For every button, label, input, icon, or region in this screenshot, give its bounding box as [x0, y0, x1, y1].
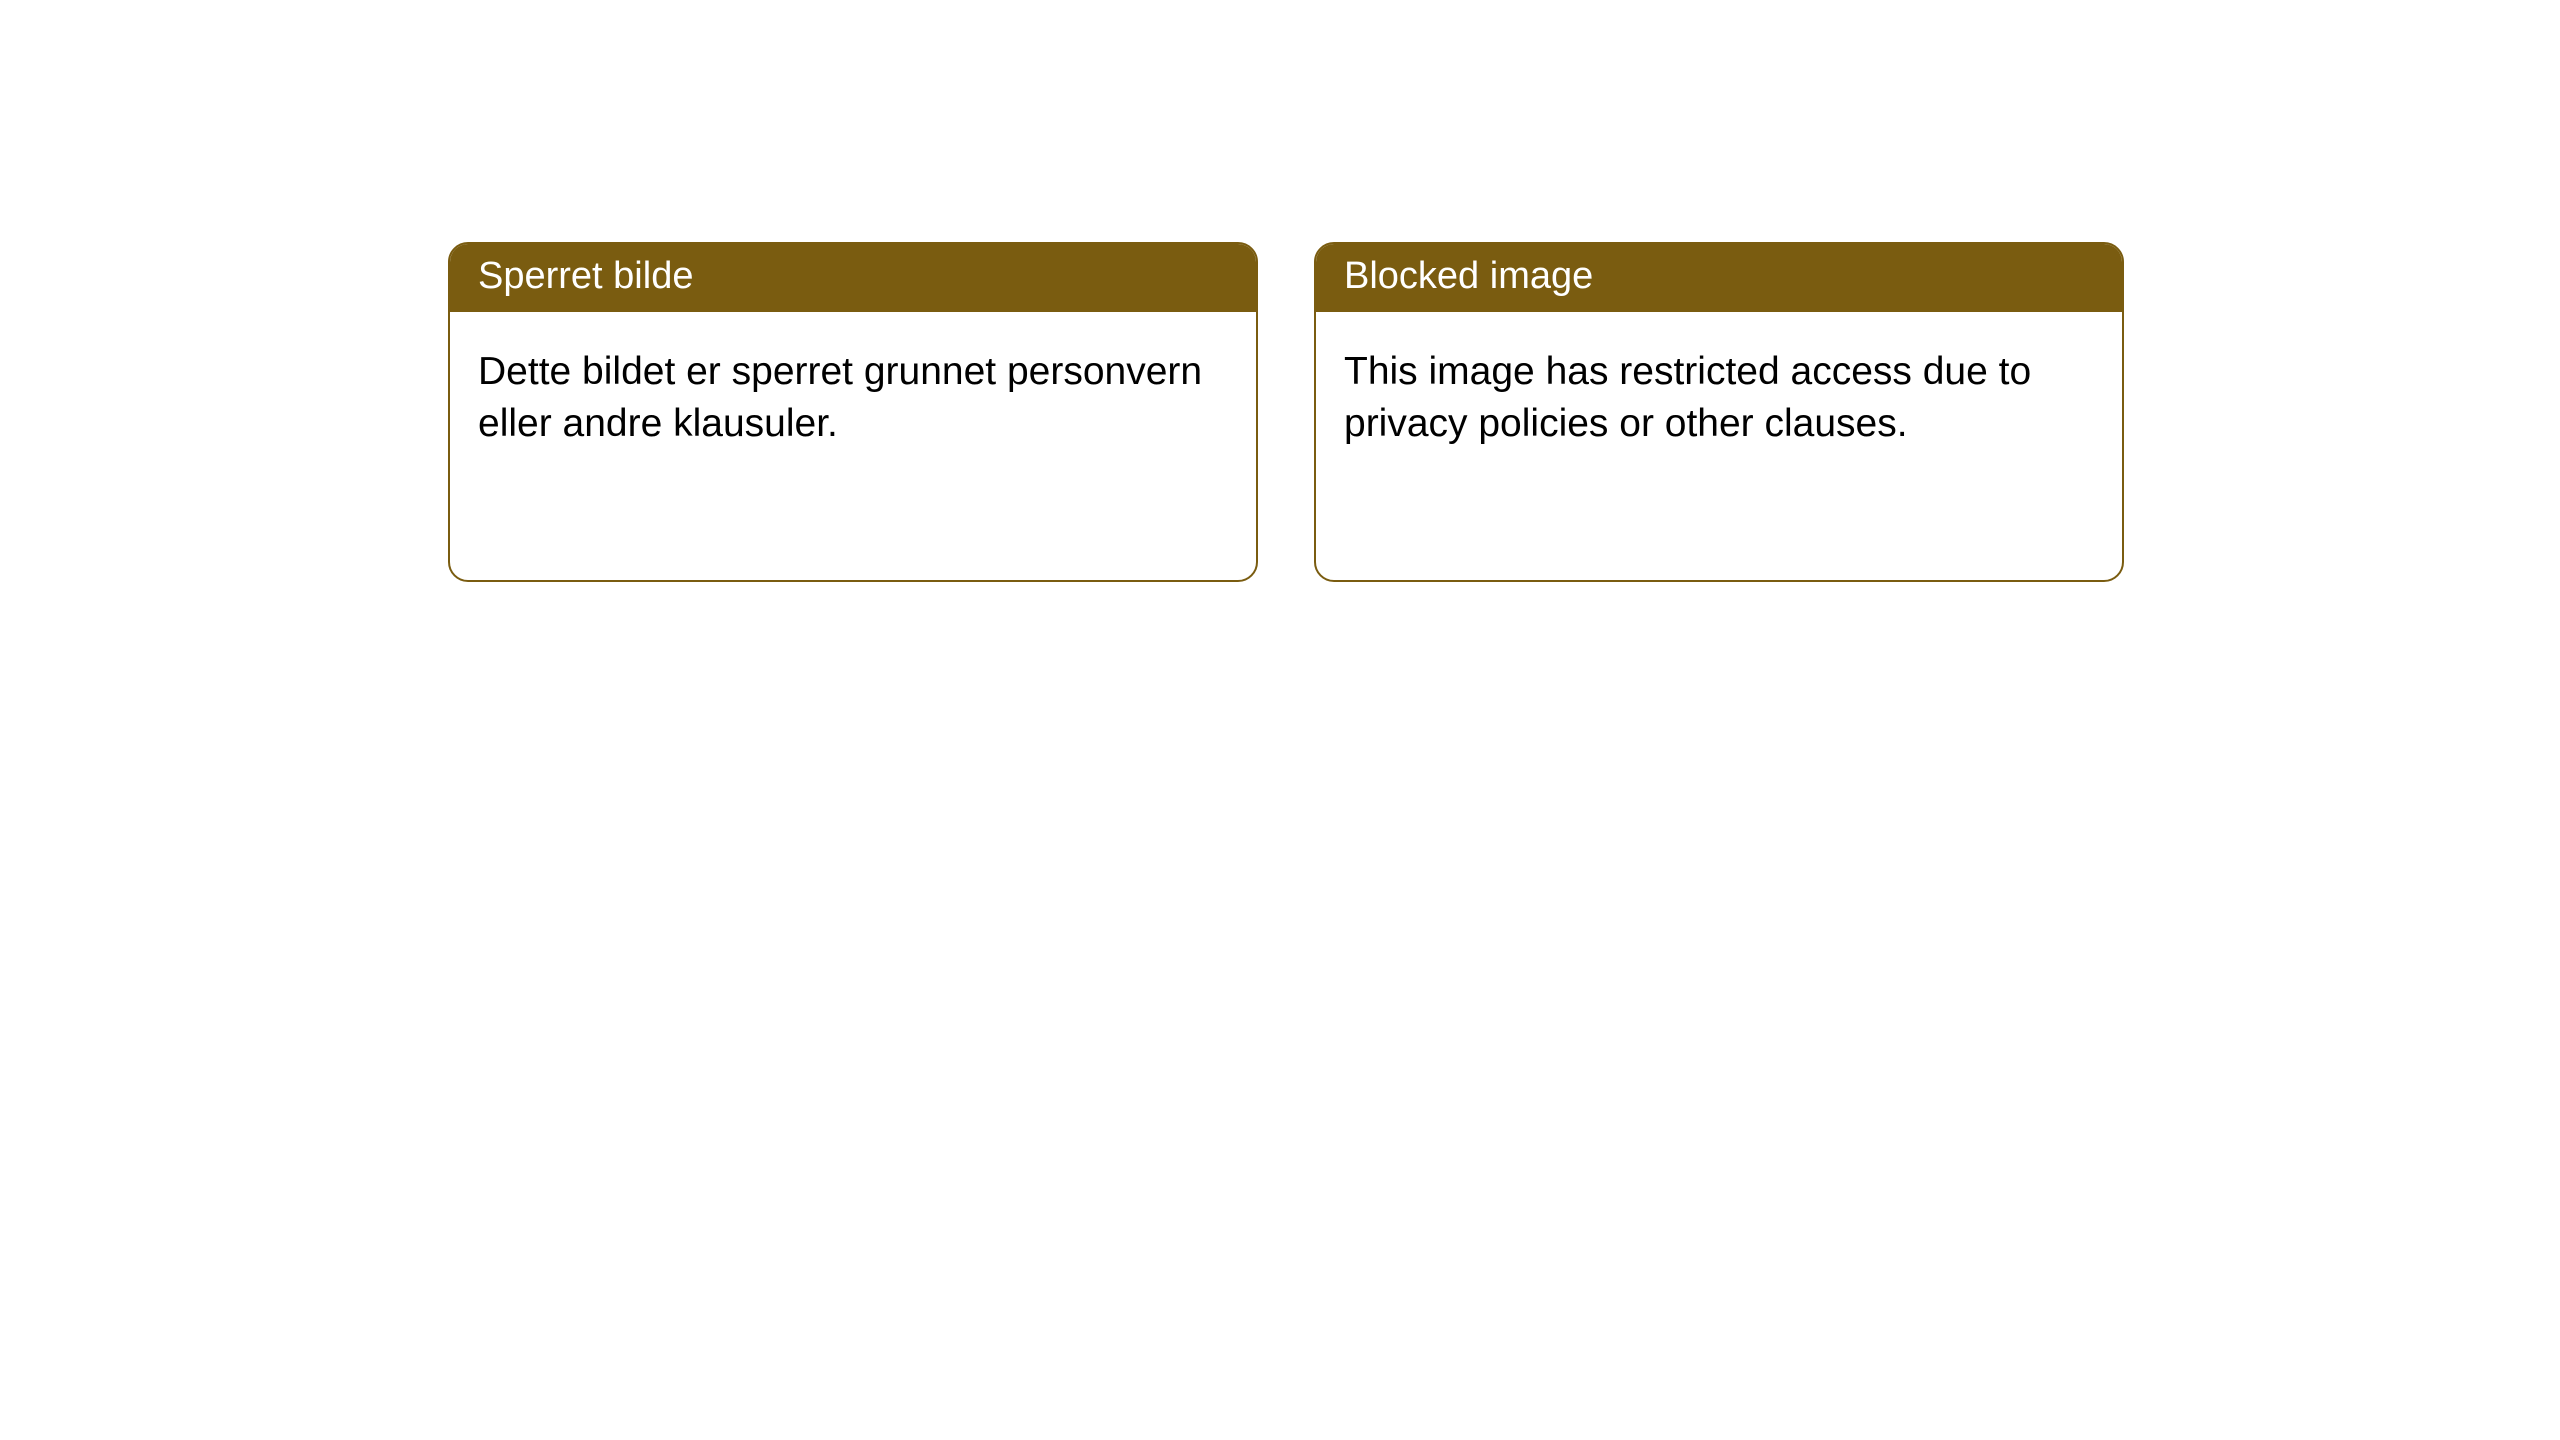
notice-body-en: This image has restricted access due to … — [1316, 312, 2122, 485]
notice-body-no: Dette bildet er sperret grunnet personve… — [450, 312, 1256, 485]
notice-title-en: Blocked image — [1316, 244, 2122, 312]
notice-card-no: Sperret bilde Dette bildet er sperret gr… — [448, 242, 1258, 582]
notice-title-no: Sperret bilde — [450, 244, 1256, 312]
notice-cards-row: Sperret bilde Dette bildet er sperret gr… — [0, 0, 2560, 582]
notice-card-en: Blocked image This image has restricted … — [1314, 242, 2124, 582]
